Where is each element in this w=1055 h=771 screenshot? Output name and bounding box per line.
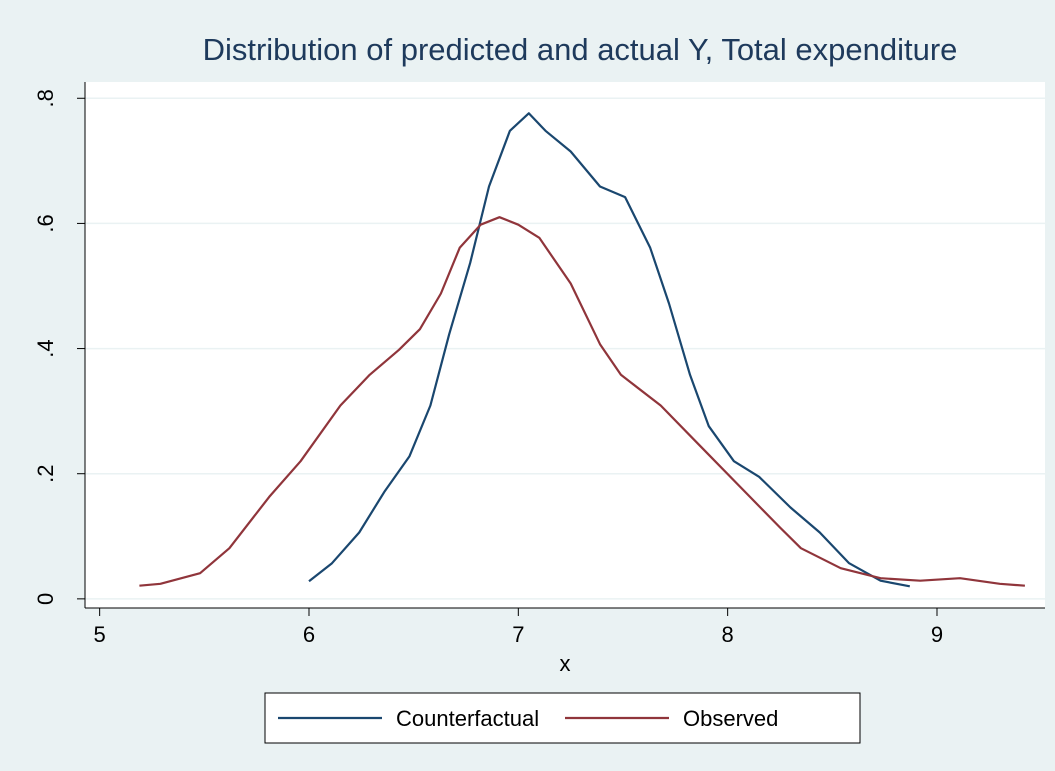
y-tick-label: .2	[33, 465, 58, 483]
legend-label: Counterfactual	[396, 706, 539, 731]
y-tick-label: 0	[33, 593, 58, 605]
plot-area	[85, 82, 1045, 608]
x-tick-label: 5	[94, 622, 106, 647]
x-tick-label: 7	[512, 622, 524, 647]
series-line	[139, 216, 1025, 587]
x-axis-label: x	[560, 651, 571, 676]
y-tick-label: .4	[33, 339, 58, 357]
legend-label: Observed	[683, 706, 778, 731]
chart-title: Distribution of predicted and actual Y, …	[203, 32, 958, 67]
x-tick-label: 6	[303, 622, 315, 647]
x-tick-label: 9	[931, 622, 943, 647]
x-tick-label: 8	[722, 622, 734, 647]
y-tick-label: .8	[33, 89, 58, 107]
series-line	[308, 112, 911, 588]
y-tick-label: .6	[33, 214, 58, 232]
